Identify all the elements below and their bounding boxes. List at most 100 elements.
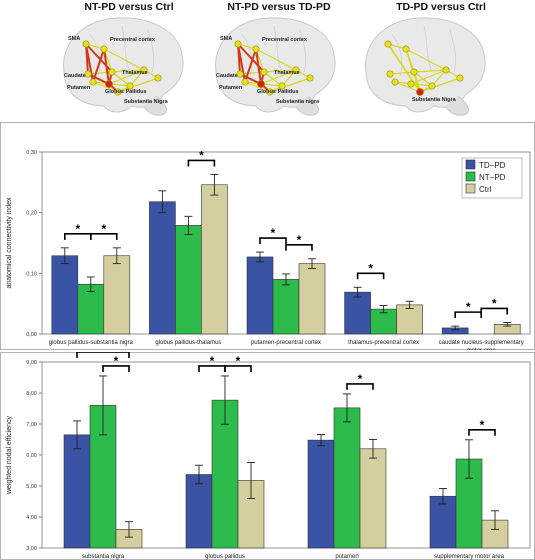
y-tick-label: 9,00: [26, 360, 37, 366]
connectivity-chart: 0,00 0,10 0,20 0,30 anatomical connectivity …: [0, 122, 535, 350]
edge-weak: [389, 71, 415, 75]
significance-star: *: [236, 354, 241, 368]
region-label: Globus Pallidus: [257, 89, 299, 95]
edge-strong: [85, 43, 113, 73]
legend-label-1: NT−PD: [479, 173, 506, 182]
y-tick-label: 5,00: [26, 484, 37, 490]
bar-0-1: [149, 201, 176, 335]
cerebellum-shape: [445, 95, 469, 116]
bar-2-2: [359, 448, 387, 549]
significance-star: *: [492, 296, 497, 310]
region-label: Substantia Nigra: [412, 97, 457, 103]
edge-weak: [111, 69, 145, 73]
brain-panel-1-title: NT-PD versus Ctrl: [84, 1, 174, 13]
node-pre: [402, 45, 410, 53]
bar-2-3: [481, 519, 509, 549]
y-tick-label: 6,00: [26, 453, 37, 459]
node-gp: [257, 80, 265, 88]
significance-star: *: [114, 354, 119, 368]
bar-2-0: [103, 255, 131, 335]
edge-weak: [263, 69, 297, 73]
category-label: supplementary motor area: [434, 554, 505, 560]
node-r2: [292, 66, 300, 74]
edge-weak: [431, 69, 447, 87]
brain-panel-3-title: TD-PD versus Ctrl: [396, 1, 486, 13]
bar-0-1: [185, 474, 213, 549]
node-cau: [386, 70, 394, 78]
y-tick-label: 0,20: [26, 211, 37, 217]
edge-weak: [419, 77, 461, 93]
y-tick-label: 8,00: [26, 391, 37, 397]
node-put: [391, 78, 399, 86]
legend-swatch-1: [465, 171, 476, 182]
node-gp: [407, 80, 415, 88]
bar-0-2: [246, 256, 274, 335]
node-r2: [442, 66, 450, 74]
significance-star: *: [210, 354, 215, 368]
y-tick-label: 3,00: [26, 546, 37, 552]
edge-weak: [103, 48, 145, 71]
y-axis-label: weighted nodal efficiency: [6, 415, 13, 495]
node-sma: [384, 40, 392, 48]
node-pre: [252, 45, 260, 53]
edge-weak: [269, 77, 311, 93]
y-tick-label: 7,00: [26, 422, 37, 428]
y-axis-label: anatomical connectivity index: [6, 197, 13, 289]
node-tha: [410, 68, 418, 76]
efficiency-chart: 3,00 4,00 5,00 6,00 7,00 8,00 9,00 weighted nod…: [0, 352, 535, 560]
brain-panel-2-title: NT-PD versus TD-PD: [227, 1, 331, 13]
category-label: thalamus-precentral cortex: [348, 340, 419, 346]
significance-star: *: [101, 222, 106, 236]
bar-0-2: [307, 439, 335, 549]
significance-star: *: [297, 233, 302, 247]
y-tick-label: 4,00: [26, 515, 37, 521]
edge-weak: [92, 81, 119, 93]
edge-weak: [129, 69, 145, 87]
node-sn: [416, 88, 424, 96]
bar-2-1: [201, 184, 228, 335]
node-r1: [278, 82, 286, 90]
significance-star: *: [271, 226, 276, 240]
node-r3: [306, 74, 314, 82]
node-sma: [234, 40, 242, 48]
node-r2: [140, 66, 148, 74]
legend-swatch-2: [465, 183, 476, 194]
cerebellum-shape: [295, 95, 319, 116]
node-tha: [108, 68, 116, 76]
significance-bracket: [356, 272, 385, 280]
bar-2-3: [396, 304, 423, 335]
significance-bracket: [480, 307, 508, 315]
significance-star: *: [75, 222, 80, 236]
bar-0-0: [63, 434, 91, 549]
node-r3: [456, 74, 464, 82]
region-label: Precentral cortex: [262, 37, 308, 43]
region-label: Substantia Nigra: [124, 99, 169, 105]
significance-bracket: [187, 159, 216, 167]
edge-weak: [108, 69, 145, 85]
edge-weak: [281, 69, 297, 87]
region-label: Substantia nigra: [276, 99, 320, 105]
category-label: substantia nigra: [82, 554, 125, 560]
significance-bracket: [454, 311, 482, 319]
node-cau: [84, 70, 92, 78]
bar-1-3: [370, 308, 397, 335]
edge-weak: [260, 69, 297, 85]
edge-weak: [244, 81, 271, 93]
significance-star: *: [368, 261, 373, 275]
edge-weak: [394, 81, 421, 93]
legend-label-0: TD−PD: [479, 161, 506, 170]
cerebellum-shape: [143, 95, 167, 116]
edge-weak: [413, 69, 447, 73]
category-label: putamen-precentral cortex: [251, 340, 321, 346]
edge-strong: [255, 48, 262, 85]
bar-1-2: [333, 407, 361, 549]
region-label: Globus Pallidus: [105, 89, 147, 95]
significance-bracket: [224, 365, 252, 372]
significance-bracket: [259, 237, 287, 245]
significance-star: *: [199, 148, 204, 162]
bar-0-3: [429, 495, 457, 549]
node-cau: [236, 70, 244, 78]
brain-panels: SMA Precentral cortex Thalamus Caudate Putam…: [63, 17, 486, 116]
edge-strong: [103, 48, 110, 85]
node-put: [89, 78, 97, 86]
